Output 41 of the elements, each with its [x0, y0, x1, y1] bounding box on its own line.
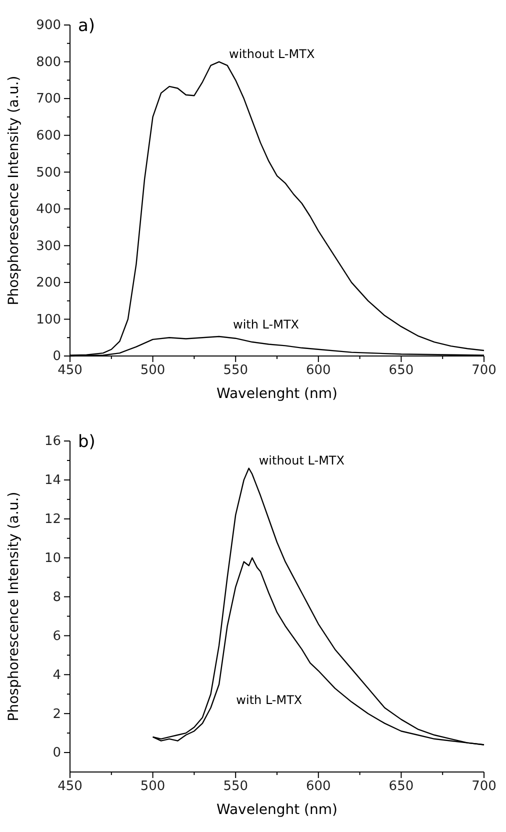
y-tick-label: 0 — [52, 349, 61, 364]
x-tick-label: 650 — [388, 779, 414, 794]
x-tick-label: 450 — [58, 779, 82, 794]
chart-title: b) — [78, 432, 96, 452]
x-tick-label: 550 — [223, 363, 248, 378]
series-label: with L-MTX — [236, 692, 302, 707]
y-tick-label: 600 — [36, 128, 61, 144]
x-tick-label: 650 — [388, 363, 414, 378]
series-label: with L-MTX — [233, 318, 300, 332]
y-tick-label: 900 — [36, 18, 61, 34]
y-tick-label: 6 — [52, 628, 61, 644]
x-tick-label: 700 — [472, 363, 496, 378]
y-tick-label: 2 — [52, 706, 61, 722]
y-tick-label: 400 — [36, 202, 61, 218]
y-tick-label: 0 — [52, 746, 61, 761]
y-tick-label: 14 — [44, 473, 61, 488]
series-label: without L-MTX — [229, 46, 315, 61]
x-tick-label: 500 — [140, 779, 166, 794]
x-axis-title: Wavelenght (nm) — [216, 386, 338, 402]
x-tick-label: 450 — [58, 363, 82, 378]
x-tick-label: 550 — [223, 779, 248, 794]
x-tick-label: 500 — [140, 363, 166, 378]
y-tick-label: 8 — [52, 590, 61, 605]
y-tick-label: 500 — [36, 165, 61, 180]
y-tick-label: 800 — [36, 54, 61, 70]
y-tick-label: 700 — [36, 92, 61, 107]
y-tick-label: 10 — [44, 550, 61, 566]
y-axis-title: Phosphorescence Intensity (a.u.) — [6, 492, 22, 722]
y-tick-label: 4 — [52, 668, 61, 683]
x-tick-label: 700 — [472, 779, 496, 794]
y-tick-label: 300 — [36, 238, 61, 254]
x-tick-label: 600 — [306, 363, 331, 378]
x-axis-title: Wavelenght (nm) — [216, 802, 338, 818]
x-tick-label: 600 — [306, 779, 331, 794]
y-tick-label: 12 — [44, 512, 61, 528]
y-tick-label: 200 — [36, 276, 61, 291]
y-tick-label: 100 — [36, 312, 61, 328]
y-axis-title: Phosphorescence Intensity (a.u.) — [6, 76, 22, 306]
chart-title: a) — [78, 16, 96, 36]
y-tick-label: 16 — [44, 434, 61, 450]
series-label: without L-MTX — [258, 453, 344, 468]
